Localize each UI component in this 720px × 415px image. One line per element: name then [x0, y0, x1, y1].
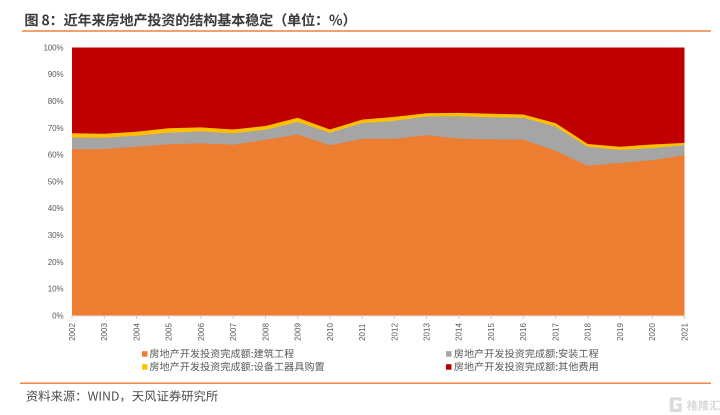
- svg-text:2004: 2004: [132, 323, 141, 341]
- svg-text:2003: 2003: [100, 323, 109, 341]
- svg-text:2006: 2006: [197, 323, 206, 341]
- svg-text:10%: 10%: [48, 285, 64, 294]
- svg-text:60%: 60%: [48, 151, 64, 160]
- svg-text:0%: 0%: [52, 311, 63, 320]
- svg-text:2013: 2013: [423, 323, 432, 341]
- svg-text:2017: 2017: [552, 323, 561, 341]
- svg-text:2016: 2016: [519, 323, 528, 341]
- svg-text:2009: 2009: [294, 323, 303, 341]
- svg-text:2014: 2014: [455, 323, 464, 341]
- svg-text:2005: 2005: [165, 323, 174, 341]
- svg-text:2021: 2021: [680, 323, 689, 341]
- svg-text:2015: 2015: [487, 323, 496, 341]
- svg-text:2012: 2012: [390, 323, 399, 341]
- svg-text:2011: 2011: [358, 323, 367, 341]
- svg-text:50%: 50%: [48, 177, 64, 186]
- svg-text:2020: 2020: [648, 323, 657, 341]
- svg-text:20%: 20%: [48, 258, 64, 267]
- svg-text:30%: 30%: [48, 231, 64, 240]
- svg-text:90%: 90%: [48, 70, 64, 79]
- svg-text:2008: 2008: [261, 323, 270, 341]
- svg-text:2010: 2010: [326, 323, 335, 341]
- svg-text:2019: 2019: [616, 323, 625, 341]
- svg-text:80%: 80%: [48, 97, 64, 106]
- svg-text:2002: 2002: [68, 323, 77, 341]
- svg-text:100%: 100%: [43, 43, 63, 52]
- svg-text:70%: 70%: [48, 124, 64, 133]
- svg-text:2018: 2018: [584, 323, 593, 341]
- svg-text:40%: 40%: [48, 204, 64, 213]
- svg-text:2007: 2007: [229, 323, 238, 341]
